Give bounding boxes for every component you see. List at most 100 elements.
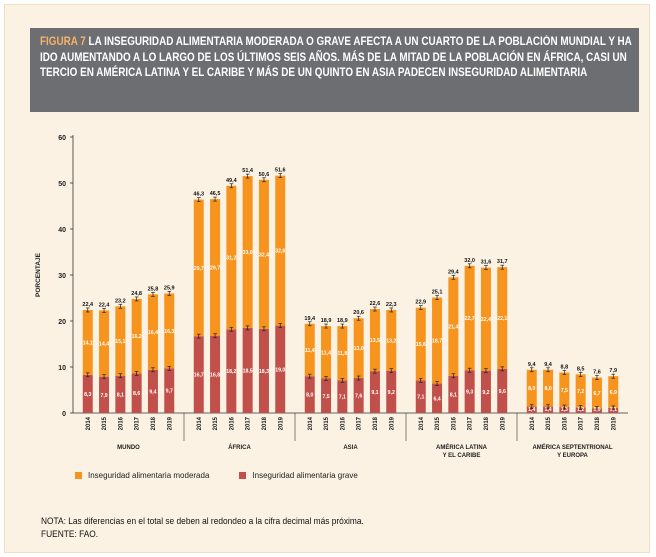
severe-label: 1,0 bbox=[593, 407, 600, 413]
moderate-label: 11,8 bbox=[337, 351, 347, 357]
bar-severe bbox=[321, 378, 332, 413]
severe-label: 8,6 bbox=[133, 391, 140, 397]
y-axis-label: PORCENTAJE bbox=[35, 252, 42, 297]
severe-label: 1,4 bbox=[544, 407, 551, 413]
y-tick-label: 10 bbox=[58, 365, 66, 372]
moderate-label: 32,4 bbox=[259, 252, 269, 258]
x-tick-label: 2017 bbox=[579, 416, 585, 430]
moderate-label: 16,2 bbox=[132, 334, 142, 340]
bar-moderate bbox=[591, 377, 602, 409]
total-label: 49,4 bbox=[226, 178, 238, 184]
x-tick-label: 2015 bbox=[546, 416, 552, 430]
total-label: 24,8 bbox=[131, 291, 142, 297]
bar-moderate bbox=[480, 267, 491, 371]
bar-moderate bbox=[164, 293, 175, 369]
severe-label: 6,4 bbox=[433, 396, 440, 402]
severe-label: 7,5 bbox=[322, 394, 329, 400]
total-label: 25,9 bbox=[164, 285, 175, 291]
x-tick-label: 2016 bbox=[562, 416, 568, 430]
legend-swatch-severe bbox=[239, 472, 247, 479]
bar-severe bbox=[497, 368, 508, 413]
moderate-label: 6,9 bbox=[610, 390, 617, 396]
severe-label: 1,1 bbox=[610, 407, 617, 413]
severe-label: 9,3 bbox=[466, 390, 473, 396]
total-label: 22,3 bbox=[386, 302, 397, 308]
bar-moderate bbox=[608, 376, 619, 408]
moderate-label: 29,7 bbox=[194, 266, 204, 272]
bar-moderate bbox=[242, 176, 253, 328]
bar-moderate bbox=[115, 306, 126, 376]
x-tick-label: 2019 bbox=[167, 416, 173, 430]
total-label: 7,9 bbox=[609, 368, 617, 374]
severe-label: 9,7 bbox=[166, 389, 173, 395]
group-label: MUNDO bbox=[117, 445, 140, 451]
severe-label: 1,2 bbox=[577, 407, 584, 413]
total-label: 22,6 bbox=[370, 301, 381, 307]
bar-severe bbox=[99, 376, 110, 413]
severe-label: 1,4 bbox=[528, 407, 535, 413]
total-label: 51,6 bbox=[275, 168, 286, 174]
bar-moderate bbox=[210, 199, 221, 336]
legend-label-moderate: Inseguridad alimentaria moderada bbox=[88, 471, 210, 480]
y-tick-label: 40 bbox=[58, 227, 66, 234]
total-label: 9,4 bbox=[528, 362, 537, 368]
figure-notes: NOTA: Las diferencias en el total se deb… bbox=[41, 515, 364, 541]
moderate-label: 11,4 bbox=[305, 348, 315, 354]
figure-title-text: LA INSEGURIDAD ALIMENTARIA MODERADA O GR… bbox=[40, 36, 632, 79]
x-tick-label: 2019 bbox=[611, 416, 617, 430]
bar-severe bbox=[115, 375, 126, 413]
moderate-label: 11,4 bbox=[321, 350, 331, 356]
x-tick-label: 2014 bbox=[308, 416, 314, 430]
total-label: 46,5 bbox=[210, 191, 221, 197]
bar-severe bbox=[575, 407, 586, 413]
bar-severe bbox=[258, 328, 269, 413]
severe-label: 16,8 bbox=[210, 372, 220, 378]
bar-severe bbox=[147, 369, 158, 413]
bar-moderate bbox=[226, 185, 237, 330]
note-text: NOTA: Las diferencias en el total se deb… bbox=[41, 516, 364, 527]
x-tick-label: 2014 bbox=[197, 416, 203, 430]
total-label: 22,4 bbox=[99, 302, 111, 308]
bar-moderate bbox=[131, 298, 142, 374]
total-label: 31,7 bbox=[497, 259, 508, 265]
total-label: 22,4 bbox=[82, 302, 94, 308]
total-label: 19,4 bbox=[304, 316, 316, 322]
total-label: 7,6 bbox=[593, 370, 601, 376]
bar-severe bbox=[82, 374, 93, 413]
bar-severe bbox=[242, 327, 253, 413]
chart-svg: 0 10 20 30 40 50 60 PORCENTAJE 22,4 14,1 8,3 2014 22… bbox=[35, 135, 628, 459]
total-label: 20,6 bbox=[353, 310, 364, 316]
group-label: AMÉRICA SEPTENTRIONAL bbox=[532, 443, 612, 451]
severe-label: 18,3 bbox=[259, 369, 269, 375]
severe-label: 18,5 bbox=[243, 368, 253, 374]
moderate-label: 22,7 bbox=[465, 316, 475, 322]
severe-label: 1,3 bbox=[561, 407, 568, 413]
bar-moderate bbox=[337, 326, 348, 381]
severe-label: 7,1 bbox=[417, 395, 424, 401]
bar-severe bbox=[526, 406, 537, 413]
x-tick-label: 2015 bbox=[324, 416, 330, 430]
figure-number: FIGURA 7 bbox=[40, 36, 86, 48]
y-tick-label: 30 bbox=[58, 273, 66, 280]
x-tick-label: 2016 bbox=[451, 416, 457, 430]
legend-label-severe: Inseguridad alimentaria grave bbox=[252, 471, 358, 480]
x-tick-label: 2014 bbox=[86, 416, 92, 430]
legend-item-severe: Inseguridad alimentaria grave bbox=[239, 471, 358, 480]
figure-title-box: FIGURA 7 LA INSEGURIDAD ALIMENTARIA MODE… bbox=[30, 28, 639, 112]
moderate-label: 7,2 bbox=[577, 389, 584, 395]
bar-moderate bbox=[304, 323, 315, 377]
total-label: 29,4 bbox=[448, 269, 460, 275]
bar-severe bbox=[226, 329, 237, 413]
bar-severe bbox=[210, 335, 221, 413]
moderate-label: 8,0 bbox=[528, 386, 535, 392]
moderate-label: 8,0 bbox=[544, 386, 551, 392]
x-tick-label: 2015 bbox=[213, 416, 219, 430]
moderate-label: 6,7 bbox=[593, 391, 600, 397]
severe-label: 9,4 bbox=[149, 389, 156, 395]
bar-moderate bbox=[526, 369, 537, 407]
total-label: 23,2 bbox=[115, 298, 126, 304]
total-label: 18,9 bbox=[337, 318, 348, 324]
bar-moderate bbox=[464, 265, 475, 371]
total-label: 51,4 bbox=[242, 168, 254, 174]
severe-label: 8,0 bbox=[306, 393, 313, 399]
